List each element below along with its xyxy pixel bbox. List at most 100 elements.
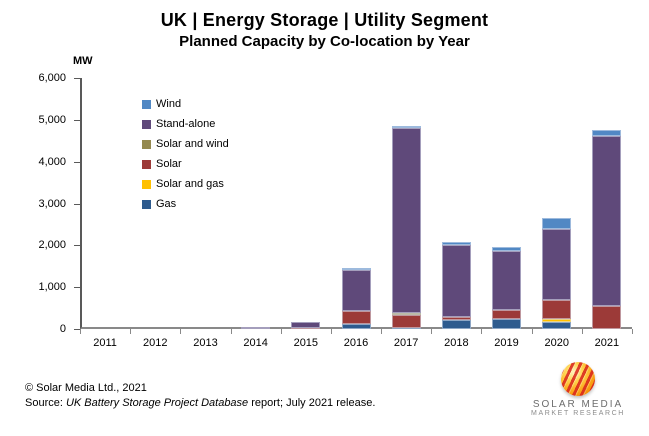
legend-item-wind: Wind	[142, 94, 229, 114]
bar-2017	[391, 126, 421, 329]
bar-2015	[291, 321, 321, 329]
legend-swatch-icon	[142, 139, 151, 149]
y-tick-label: 3,000	[38, 197, 66, 210]
legend-item-solar-and-gas: Solar and gas	[142, 174, 229, 194]
bar-segment-stand-alone	[291, 321, 321, 328]
source-prefix: Source:	[25, 397, 66, 409]
source-line: Source: UK Battery Storage Project Datab…	[25, 396, 375, 411]
bar-segment-solar	[492, 309, 522, 319]
bar-segment-gas	[542, 322, 572, 329]
x-tick-mark	[280, 329, 282, 334]
y-tick-label: 1,000	[38, 281, 66, 294]
y-tick-mark	[74, 245, 80, 247]
y-tick-label: 2,000	[38, 239, 66, 252]
bar-segment-stand-alone	[341, 270, 371, 312]
x-tick-mark	[632, 329, 633, 334]
bar-segment-stand-alone	[542, 228, 572, 301]
bar-2016	[341, 267, 371, 329]
x-tick-mark	[481, 329, 483, 334]
logo-tagline: MARKET RESEARCH	[531, 410, 625, 417]
bar-2019	[492, 246, 522, 329]
legend-label: Solar	[156, 158, 182, 170]
bar-segment-gas	[441, 319, 471, 329]
source-database-name: UK Battery Storage Project Database	[65, 397, 249, 409]
legend-swatch-icon	[142, 99, 151, 109]
x-tick-label: 2011	[93, 337, 117, 349]
y-tick-label: 0	[59, 323, 66, 335]
bar-segment-wind	[592, 129, 622, 137]
legend-item-gas: Gas	[142, 194, 229, 214]
y-tick-mark	[74, 78, 80, 79]
bar-segment-solar-and-wind	[391, 312, 421, 315]
legend-swatch-icon	[142, 159, 151, 169]
legend-swatch-icon	[142, 179, 151, 189]
bar-2021	[592, 129, 622, 329]
bar-segment-solar	[291, 327, 321, 329]
bar-segment-stand-alone	[241, 326, 271, 329]
bar-segment-solar-and-gas	[542, 319, 572, 323]
legend-swatch-icon	[142, 199, 151, 209]
bar-2014	[241, 326, 271, 329]
legend-label: Solar and wind	[156, 138, 229, 150]
x-tick-label: 2014	[243, 337, 268, 349]
bar-segment-solar	[592, 306, 622, 329]
bar-segment-wind	[441, 242, 471, 245]
y-axis-unit-label: MW	[73, 55, 93, 67]
legend-label: Stand-alone	[156, 118, 216, 130]
legend-item-stand-alone: Stand-alone	[142, 114, 229, 134]
legend-label: Solar and gas	[156, 178, 224, 190]
y-tick-mark	[74, 329, 80, 330]
x-tick-label: 2020	[544, 337, 569, 349]
bar-2018	[441, 242, 471, 329]
x-tick-label: 2015	[293, 337, 319, 349]
x-tick-label: 2021	[594, 337, 620, 349]
bar-segment-stand-alone	[592, 136, 622, 306]
solar-media-logo: SOLAR MEDIA MARKET RESEARCH	[517, 360, 639, 417]
bar-segment-stand-alone	[492, 250, 522, 310]
bar-segment-gas	[391, 327, 421, 329]
bar-segment-solar	[542, 300, 572, 320]
x-tick-mark	[531, 329, 533, 334]
y-tick-mark	[74, 287, 80, 289]
source-suffix: report; July 2021 release.	[248, 397, 376, 409]
bar-segment-solar	[391, 314, 421, 328]
x-tick-label: 2012	[143, 337, 168, 349]
x-tick-mark	[130, 329, 132, 334]
y-tick-label: 5,000	[38, 113, 66, 126]
chart-title: UK | Energy Storage | Utility Segment	[160, 10, 489, 30]
bar-segment-solar	[341, 311, 371, 324]
y-tick-mark	[74, 203, 80, 205]
bar-segment-wind	[391, 126, 421, 129]
legend-swatch-icon	[142, 119, 151, 129]
solar-media-sphere-icon	[561, 362, 595, 396]
x-tick-label: 2019	[494, 337, 519, 349]
legend-item-solar: Solar	[142, 154, 229, 174]
copyright-line: © Solar Media Ltd., 2021	[25, 382, 147, 394]
x-tick-mark	[330, 329, 332, 334]
legend-item-solar-and-wind: Solar and wind	[142, 134, 229, 154]
logo-brand-name: SOLAR MEDIA	[532, 399, 624, 410]
bar-segment-gas	[492, 318, 522, 329]
x-tick-label: 2017	[393, 337, 419, 349]
bar-segment-stand-alone	[441, 244, 471, 317]
y-tick-mark	[74, 161, 80, 163]
bar-segment-solar	[441, 316, 471, 320]
x-tick-label: 2018	[444, 337, 469, 349]
y-tick-mark	[74, 119, 80, 121]
y-tick-label: 4,000	[38, 155, 66, 168]
x-tick-label: 2013	[193, 337, 218, 349]
bar-segment-gas	[341, 323, 371, 329]
x-tick-label: 2016	[343, 337, 369, 349]
bar-segment-stand-alone	[391, 128, 421, 313]
bar-segment-wind	[542, 218, 572, 229]
chart-footer: © Solar Media Ltd., 2021 Source: UK Batt…	[25, 381, 375, 411]
legend-label: Wind	[156, 98, 182, 110]
chart-subtitle: Planned Capacity by Co-location by Year	[179, 33, 470, 50]
y-tick-label: 6,000	[38, 72, 66, 84]
x-tick-mark	[431, 329, 433, 334]
bar-2020	[542, 218, 572, 329]
x-tick-mark	[230, 329, 232, 334]
x-tick-mark	[581, 329, 583, 334]
x-tick-mark	[180, 329, 182, 334]
